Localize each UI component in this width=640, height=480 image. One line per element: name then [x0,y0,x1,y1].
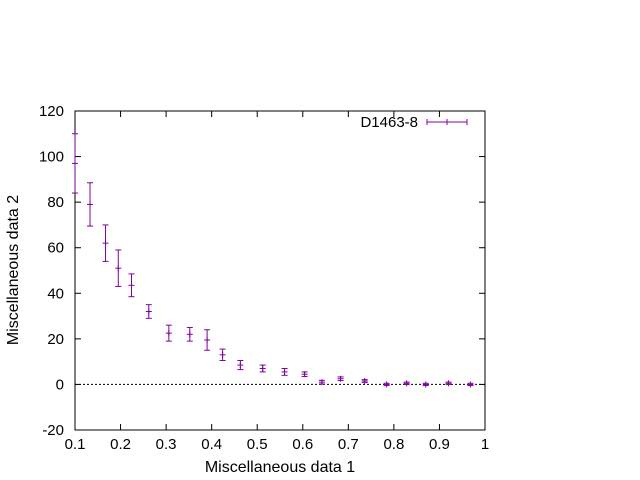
data-point [145,304,152,319]
x-tick-label: 0.9 [429,436,450,453]
x-tick-label: 0.7 [338,436,359,453]
data-point [301,371,308,378]
data-point [186,326,193,342]
data-point [237,360,244,371]
y-tick-label: 0 [56,376,64,393]
plot-frame [74,110,486,431]
y-tick-label: -20 [42,422,64,439]
data-point [445,380,452,387]
data-point [467,381,474,388]
data-point [361,378,368,385]
x-tick-label: 0.8 [383,436,404,453]
y-tick-label: 120 [39,103,64,120]
y-tick-label: 80 [47,194,64,211]
data-point [318,379,325,386]
data-point [403,380,410,387]
x-axis-label: Miscellaneous data 1 [205,459,355,476]
legend-label: D1463-8 [360,114,418,131]
data-point [128,273,135,298]
data-point [72,133,78,194]
x-tick-label: 0.6 [292,436,313,453]
y-axis-ticks: -20 0 20 40 60 80 100 120 [39,103,485,439]
data-point [259,364,266,373]
x-tick-label: 0.1 [65,436,86,453]
data-point [422,381,429,388]
x-tick-label: 0.4 [201,436,222,453]
data-point [115,249,122,287]
legend: D1463-8 [360,114,468,131]
y-tick-label: 100 [39,149,64,166]
data-point [383,381,390,388]
data-point [204,329,211,351]
x-tick-label: 0.2 [110,436,131,453]
data-point [281,367,288,376]
y-tick-label: 60 [47,240,64,257]
series-layer [72,133,474,388]
x-tick-label: 0.5 [247,436,268,453]
data-point [219,348,226,362]
data-point [87,182,94,227]
data-point [165,324,172,342]
data-point [337,375,344,382]
x-tick-label: 1 [481,436,489,453]
x-tick-label: 0.3 [156,436,177,453]
y-tick-label: 20 [47,331,64,348]
data-point [102,224,109,262]
x-axis-ticks: 0.1 0.2 0.3 0.4 0.5 0.6 0.7 0.8 0.9 1 [65,111,489,453]
y-tick-label: 40 [47,285,64,302]
y-axis-label: Miscellaneous data 2 [5,195,22,345]
